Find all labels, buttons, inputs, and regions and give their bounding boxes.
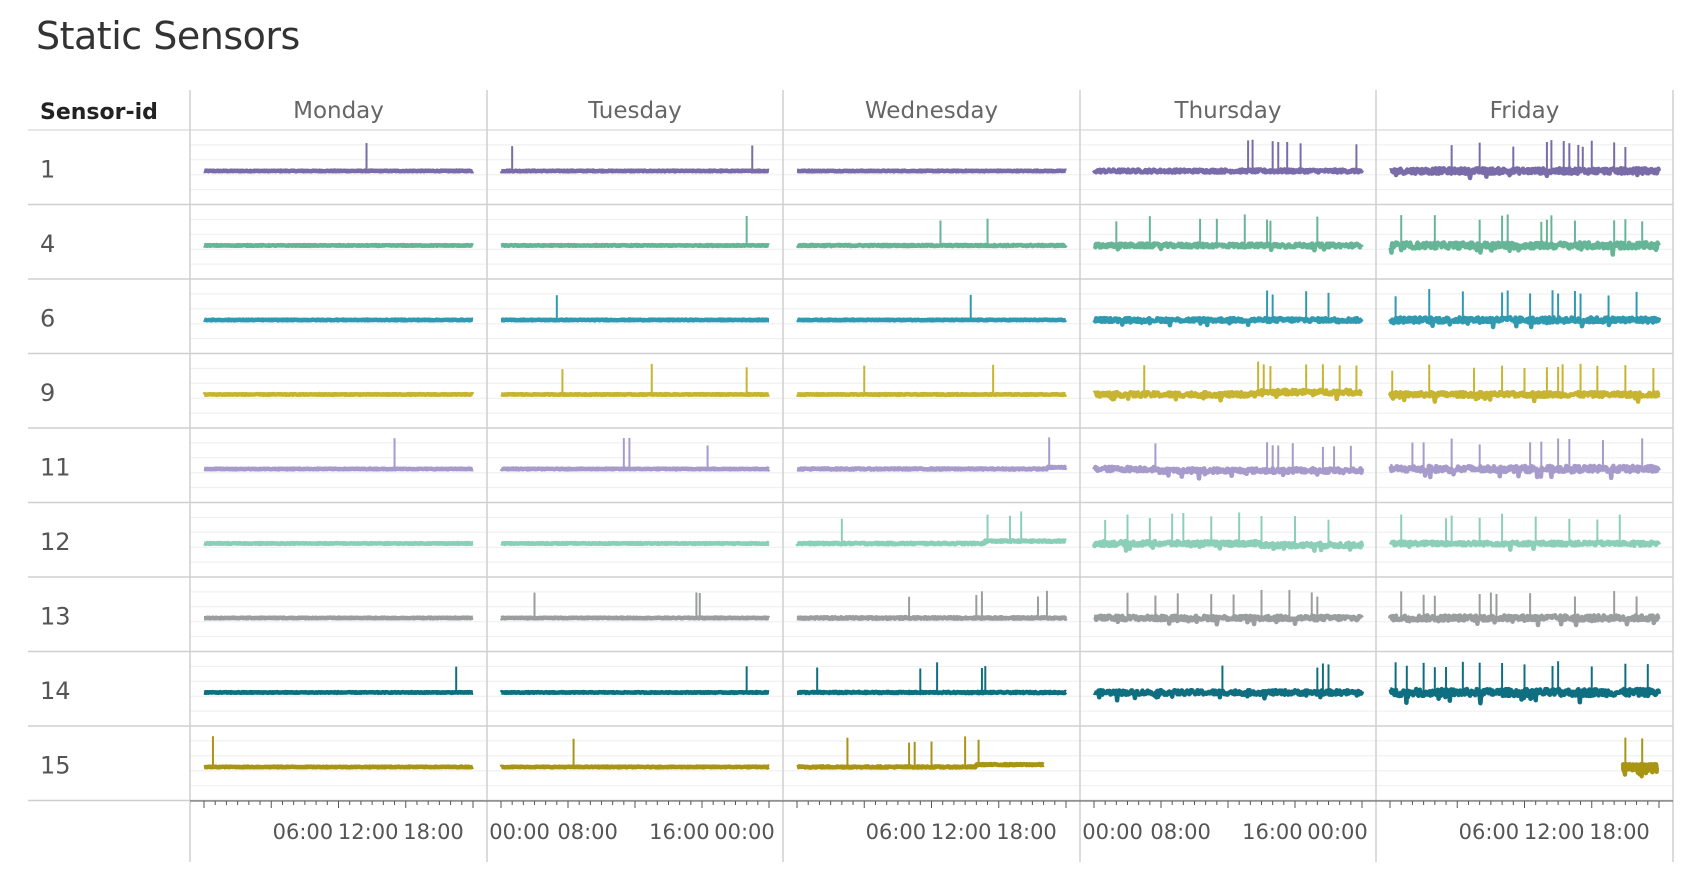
series-line-sensor-13-day-4	[1092, 613, 1364, 627]
series-line-sensor-4-day-1	[202, 242, 475, 249]
time-tick-label: 18:00	[996, 820, 1057, 844]
series-line-sensor-12-day-4	[1091, 538, 1365, 553]
series-line-sensor-1-day-4	[1092, 167, 1365, 175]
series-line-sensor-14-day-4	[1092, 687, 1365, 703]
time-tick-label: 12:00	[1524, 820, 1585, 844]
series-line-sensor-13-day-3	[795, 614, 1068, 622]
series-line-sensor-6-day-3	[795, 317, 1068, 323]
day-header-tuesday: Tuesday	[587, 98, 682, 124]
series-line-sensor-13-day-2	[499, 615, 771, 621]
series-line-sensor-11-day-5	[1388, 463, 1662, 481]
series-line-sensor-14-day-3	[795, 689, 1068, 696]
series-line-sensor-12-day-3	[795, 538, 1068, 547]
series-line-sensor-15-day-1	[202, 764, 475, 770]
series-line-sensor-12-day-5	[1388, 539, 1662, 552]
series-line-sensor-4-day-3	[795, 242, 1068, 249]
row-header-label: Sensor-id	[40, 100, 158, 125]
sensor-id-4: 4	[40, 230, 55, 258]
series-line-sensor-6-day-4	[1092, 315, 1364, 328]
series-line-sensor-13-day-1	[202, 615, 475, 621]
series-line-sensor-14-day-2	[499, 689, 771, 696]
series-line-sensor-9-day-4	[1092, 387, 1364, 403]
time-tick-label: 18:00	[1589, 820, 1650, 844]
time-tick-label: 12:00	[338, 820, 399, 844]
time-tick-label: 00:00	[1307, 820, 1368, 844]
series-line-sensor-1-day-3	[795, 168, 1068, 174]
series-line-sensor-15-day-5	[1620, 762, 1660, 779]
series-line-sensor-4-day-2	[499, 242, 771, 249]
sensor-id-12: 12	[40, 528, 71, 556]
day-header-monday: Monday	[293, 98, 384, 124]
series-line-sensor-9-day-2	[499, 391, 771, 398]
time-tick-label: 06:00	[1459, 820, 1520, 844]
series-line-sensor-1-day-5	[1388, 165, 1662, 181]
series-line-sensor-12-day-1	[202, 540, 475, 547]
sensor-id-9: 9	[40, 379, 55, 407]
series-line-sensor-13-day-5	[1387, 613, 1661, 628]
page-title: Static Sensors	[36, 14, 300, 58]
time-tick-label: 12:00	[931, 820, 992, 844]
sensor-id-13: 13	[40, 602, 71, 630]
series-line-sensor-11-day-1	[202, 466, 475, 472]
time-tick-label: 00:00	[1082, 820, 1143, 844]
series-line-sensor-9-day-3	[795, 391, 1068, 398]
series-line-sensor-14-day-5	[1388, 686, 1662, 706]
time-tick-label: 16:00	[1242, 820, 1303, 844]
day-header-friday: Friday	[1490, 98, 1560, 124]
series-line-sensor-6-day-1	[202, 317, 475, 323]
series-line-sensor-4-day-5	[1388, 240, 1661, 257]
time-tick-label: 18:00	[403, 820, 464, 844]
sensor-id-15: 15	[40, 751, 71, 779]
series-line-sensor-12-day-2	[499, 540, 771, 547]
series-line-sensor-1-day-2	[499, 168, 771, 174]
sensor-id-6: 6	[40, 304, 55, 332]
series-line-sensor-6-day-5	[1388, 315, 1662, 330]
series-line-sensor-15-day-3	[795, 761, 1046, 770]
series-line-sensor-14-day-1	[202, 689, 475, 696]
sensor-id-1: 1	[40, 155, 55, 183]
day-header-thursday: Thursday	[1174, 98, 1282, 124]
day-header-wednesday: Wednesday	[865, 98, 998, 124]
time-tick-label: 00:00	[714, 820, 775, 844]
time-tick-label: 08:00	[557, 820, 618, 844]
series-line-sensor-1-day-1	[202, 168, 475, 174]
series-line-sensor-11-day-2	[499, 466, 771, 472]
time-tick-label: 00:00	[489, 820, 550, 844]
sensor-id-14: 14	[40, 677, 71, 705]
series-line-sensor-6-day-2	[499, 317, 771, 323]
sensor-id-11: 11	[40, 453, 71, 481]
series-line-sensor-15-day-2	[499, 764, 771, 770]
series-line-sensor-9-day-5	[1387, 389, 1661, 404]
time-tick-label: 16:00	[649, 820, 710, 844]
series-line-sensor-11-day-3	[795, 464, 1068, 472]
time-tick-label: 08:00	[1150, 820, 1211, 844]
series-line-sensor-11-day-4	[1092, 464, 1365, 481]
time-tick-label: 06:00	[866, 820, 927, 844]
time-tick-label: 06:00	[273, 820, 334, 844]
series-line-sensor-9-day-1	[202, 391, 475, 398]
